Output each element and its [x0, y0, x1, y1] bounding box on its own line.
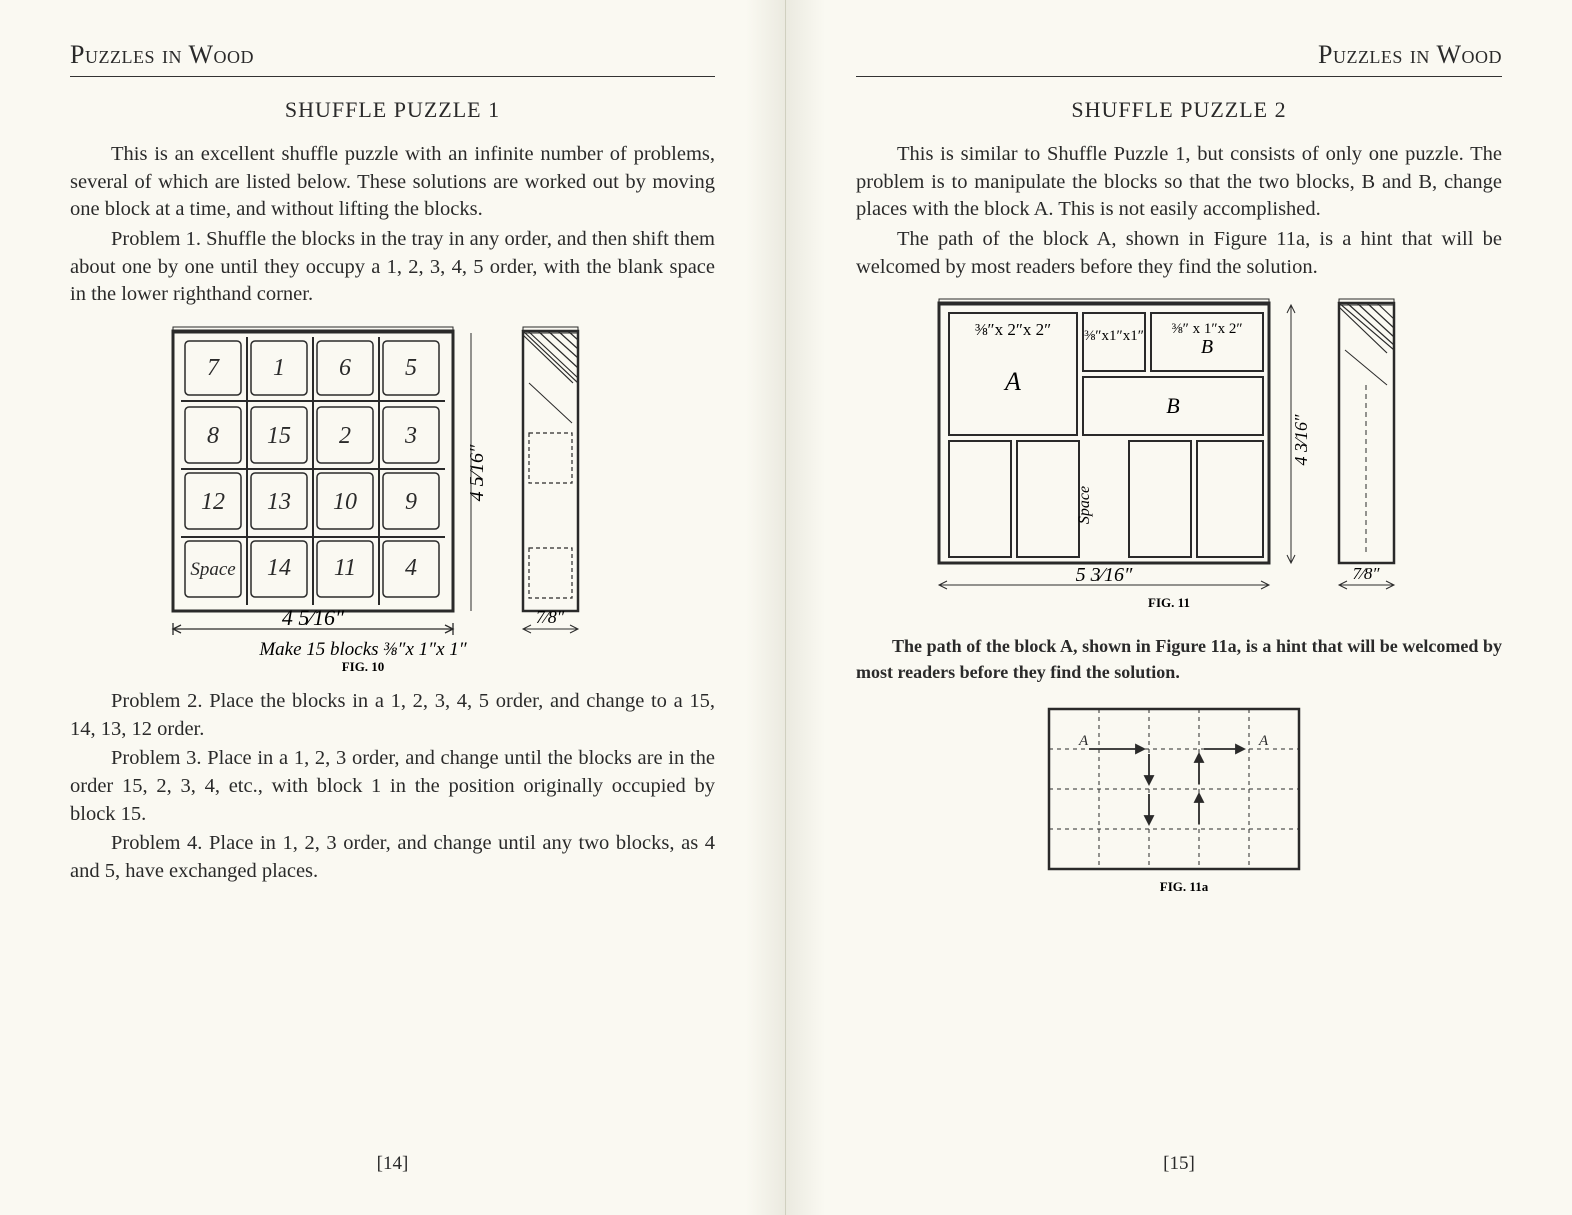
svg-text:B: B [1166, 393, 1179, 418]
svg-text:Space: Space [1076, 486, 1093, 524]
svg-text:4 5⁄16″: 4 5⁄16″ [281, 605, 344, 630]
svg-text:15: 15 [267, 423, 291, 449]
svg-text:Space: Space [190, 559, 235, 580]
svg-text:14: 14 [267, 555, 291, 581]
svg-text:A: A [1003, 367, 1021, 396]
page-right: Puzzles in Wood SHUFFLE PUZZLE 2 This is… [786, 0, 1572, 1215]
svg-text:7⁄8″: 7⁄8″ [1353, 564, 1381, 583]
para: This is an excellent shuffle puzzle with… [70, 141, 715, 224]
svg-text:B: B [1201, 336, 1213, 358]
svg-text:A: A [1078, 733, 1089, 749]
page-left: Puzzles in Wood SHUFFLE PUZZLE 1 This is… [0, 0, 786, 1215]
svg-text:FIG. 10: FIG. 10 [341, 659, 384, 673]
svg-text:8: 8 [207, 423, 219, 449]
para: Problem 4. Place in 1, 2, 3 order, and c… [70, 830, 715, 885]
svg-text:3: 3 [404, 423, 417, 449]
running-head-right: Puzzles in Wood [856, 40, 1502, 77]
svg-text:⅜″x1″x1″: ⅜″x1″x1″ [1084, 328, 1144, 344]
para: Problem 3. Place in a 1, 2, 3 order, and… [70, 745, 715, 828]
para: This is similar to Shuffle Puzzle 1, but… [856, 141, 1502, 224]
page-number-left: [14] [0, 1153, 785, 1175]
svg-text:4 3⁄16″: 4 3⁄16″ [1291, 414, 1311, 466]
svg-text:5 3⁄16″: 5 3⁄16″ [1076, 564, 1133, 586]
svg-text:4: 4 [405, 555, 417, 581]
svg-text:7⁄8″: 7⁄8″ [535, 607, 564, 627]
para: The path of the block A, shown in Figure… [856, 226, 1502, 281]
svg-text:6: 6 [339, 355, 351, 381]
hint-text: The path of the block A, shown in Figure… [856, 634, 1502, 684]
svg-text:1: 1 [273, 355, 285, 381]
svg-text:⅜″ x 1″x 2″: ⅜″ x 1″x 2″ [1171, 321, 1242, 337]
svg-text:5: 5 [405, 355, 417, 381]
figure-11a: A A FIG. 11a [856, 699, 1502, 904]
svg-text:10: 10 [333, 489, 357, 515]
svg-text:12: 12 [201, 489, 225, 515]
para: Problem 2. Place the blocks in a 1, 2, 3… [70, 688, 715, 743]
svg-text:4 5⁄16″: 4 5⁄16″ [466, 444, 488, 501]
figure-10: 7 1 6 5 8 15 2 3 12 13 10 9 Space 14 11 … [70, 323, 715, 678]
svg-text:FIG. 11a: FIG. 11a [1160, 879, 1209, 894]
svg-text:11: 11 [333, 555, 355, 581]
svg-text:FIG. 11: FIG. 11 [1148, 595, 1190, 610]
svg-text:⅜″x 2″x 2″: ⅜″x 2″x 2″ [975, 320, 1052, 339]
svg-text:13: 13 [267, 489, 291, 515]
svg-text:9: 9 [405, 489, 417, 515]
para: Problem 1. Shuffle the blocks in the tra… [70, 226, 715, 309]
section-title-right: SHUFFLE PUZZLE 2 [856, 97, 1502, 123]
page-number-right: [15] [786, 1153, 1572, 1175]
figure-11: ⅜″x 2″x 2″ A ⅜″x1″x1″ ⅜″ x 1″x 2″ B B Sp… [856, 295, 1502, 620]
section-title-left: SHUFFLE PUZZLE 1 [70, 97, 715, 123]
svg-text:Make 15 blocks ⅜″x 1″x 1″: Make 15 blocks ⅜″x 1″x 1″ [258, 639, 467, 660]
svg-text:A: A [1258, 733, 1269, 749]
svg-text:7: 7 [207, 355, 220, 381]
svg-text:2: 2 [339, 423, 351, 449]
running-head-left: Puzzles in Wood [70, 40, 715, 77]
